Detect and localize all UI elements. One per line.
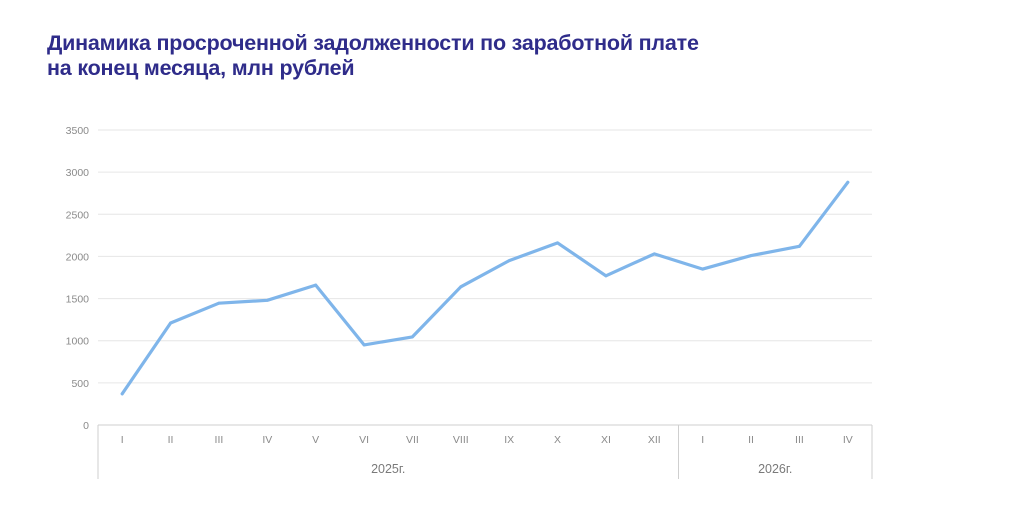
data-point <box>749 254 753 257</box>
x-tick-label: VIII <box>453 434 469 446</box>
x-tick-label: I <box>701 434 704 446</box>
data-point <box>169 321 172 325</box>
y-tick-label: 2500 <box>66 209 90 221</box>
data-point <box>652 252 656 256</box>
year-label: 2026г. <box>758 462 792 476</box>
x-tick-label: VI <box>359 434 369 446</box>
chart-title: Динамика просроченной задолженности по з… <box>47 31 947 81</box>
data-point <box>507 259 511 263</box>
data-point <box>701 267 705 271</box>
x-tick-label: IX <box>504 434 514 446</box>
x-tick-label: VII <box>406 434 419 446</box>
data-point <box>798 244 801 248</box>
data-point <box>362 343 366 347</box>
y-tick-label: 2000 <box>66 251 90 263</box>
data-point <box>411 335 414 339</box>
x-tick-label: XI <box>601 434 611 446</box>
x-tick-label: II <box>748 434 754 446</box>
y-tick-label: 3500 <box>66 125 90 137</box>
data-point <box>459 285 463 289</box>
x-tick-label: I <box>121 434 124 446</box>
data-point <box>120 392 124 396</box>
data-point <box>314 283 318 287</box>
x-tick-label: V <box>312 434 319 446</box>
x-tick-label: X <box>554 434 561 446</box>
chart-title-line-2: на конец месяца, млн рублей <box>47 56 355 80</box>
x-tick-label: IV <box>262 434 272 446</box>
data-point <box>217 301 221 305</box>
chart-title-line-1: Динамика просроченной задолженности по з… <box>47 31 699 55</box>
data-point <box>846 180 850 184</box>
y-tick-label: 0 <box>83 420 89 432</box>
x-tick-label: IV <box>843 434 853 446</box>
y-tick-label: 1500 <box>66 294 90 306</box>
data-point <box>265 298 269 302</box>
year-label: 2025г. <box>371 462 405 476</box>
x-tick-label: III <box>215 434 224 446</box>
x-tick-label: II <box>168 434 174 446</box>
x-tick-label: XII <box>648 434 661 446</box>
y-tick-label: 3000 <box>66 167 90 179</box>
x-tick-label: III <box>795 434 804 446</box>
data-point <box>604 274 608 278</box>
data-point <box>556 241 559 245</box>
y-tick-label: 1000 <box>66 336 90 348</box>
y-tick-label: 500 <box>71 378 89 390</box>
series-line <box>120 180 850 396</box>
